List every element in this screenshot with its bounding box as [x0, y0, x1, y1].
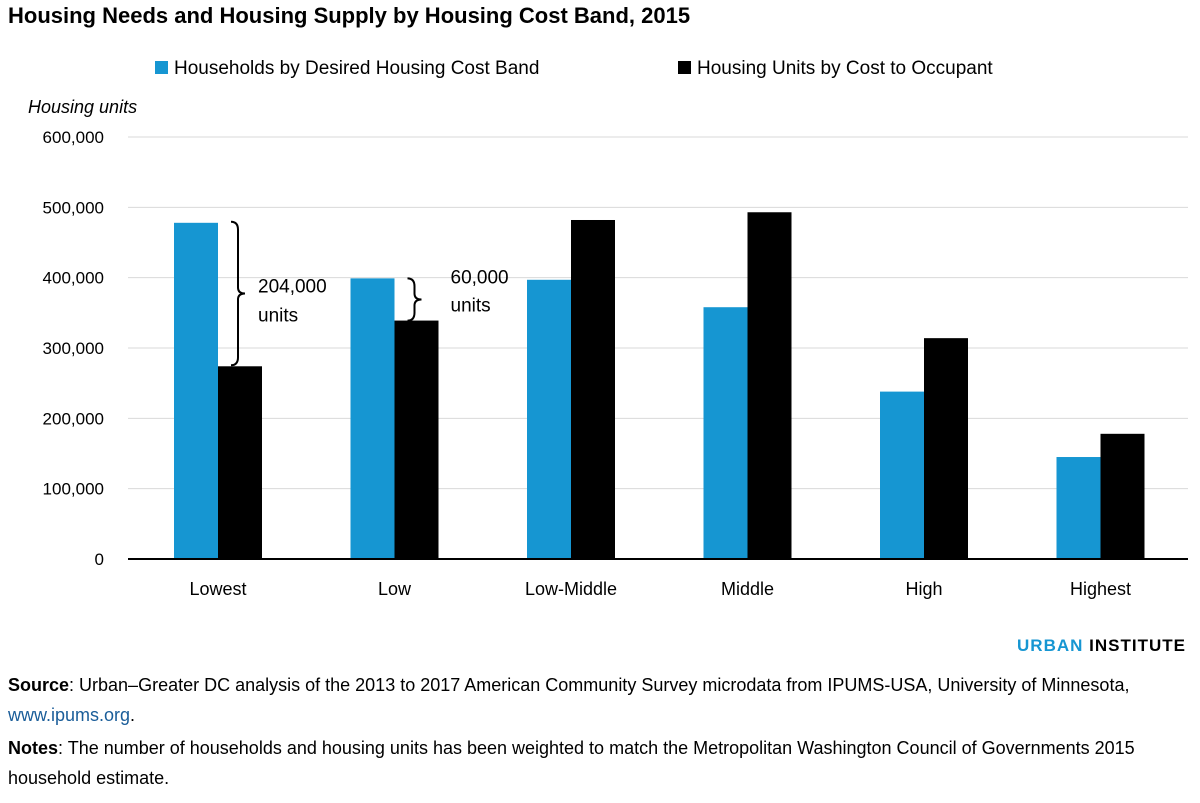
- y-tick-label: 500,000: [43, 198, 104, 217]
- x-tick-label: High: [905, 579, 942, 599]
- urban-institute-logo: URBAN INSTITUTE: [1017, 636, 1186, 656]
- gap-annotation-line2: units: [451, 295, 491, 316]
- bar: [1100, 433, 1145, 559]
- y-tick-label: 300,000: [43, 339, 104, 358]
- bar: [1056, 457, 1101, 559]
- bar-chart: 0 100,000 200,000 300,000 400,000 500,000 600,…: [28, 58, 1188, 599]
- gap-annotation-line1: 204,000: [258, 277, 327, 298]
- x-tick-label: Low: [378, 579, 412, 599]
- bar: [350, 278, 395, 559]
- legend-label: Households by Desired Housing Cost Band: [174, 58, 539, 79]
- legend-swatch: [678, 61, 691, 74]
- y-tick-label: 100,000: [43, 480, 104, 499]
- source-link[interactable]: www.ipums.org: [8, 705, 131, 725]
- gap-annotation-line2: units: [258, 306, 298, 327]
- notes-note: Notes: The number of households and hous…: [8, 733, 1192, 793]
- x-tick-label: Lowest: [189, 579, 246, 599]
- x-tick-label: Middle: [721, 579, 774, 599]
- brand-part1: URBAN: [1017, 636, 1084, 655]
- bar: [703, 307, 748, 559]
- source-note: Source: Urban–Greater DC analysis of the…: [8, 670, 1192, 730]
- legend-label: Housing Units by Cost to Occupant: [697, 58, 993, 79]
- x-tick-label: Highest: [1070, 579, 1131, 599]
- x-tick-label: Low-Middle: [525, 579, 617, 599]
- bar: [218, 366, 262, 559]
- legend-swatch: [155, 61, 168, 74]
- bar: [924, 338, 968, 559]
- y-axis-title: Housing units: [28, 97, 137, 117]
- y-tick-label: 600,000: [43, 128, 104, 147]
- bar: [880, 391, 924, 559]
- gap-bracket: [230, 220, 246, 367]
- bar: [527, 279, 571, 559]
- source-label: Source: [8, 675, 70, 695]
- y-tick-label: 200,000: [43, 409, 104, 428]
- notes-label: Notes: [8, 738, 59, 758]
- notes-text: : The number of households and housing u…: [8, 738, 1135, 788]
- brand-part2: INSTITUTE: [1089, 636, 1186, 655]
- bar: [174, 222, 218, 559]
- gap-bracket: [407, 277, 422, 322]
- gap-annotation-line1: 60,000: [451, 267, 509, 288]
- source-end: .: [130, 705, 136, 725]
- bar: [571, 219, 615, 559]
- bar: [394, 320, 439, 559]
- source-text: : Urban–Greater DC analysis of the 2013 …: [69, 675, 1130, 695]
- chart-title: Housing Needs and Housing Supply by Hous…: [8, 3, 691, 28]
- y-tick-label: 0: [95, 550, 104, 569]
- y-tick-label: 400,000: [43, 269, 104, 288]
- bar: [747, 212, 792, 560]
